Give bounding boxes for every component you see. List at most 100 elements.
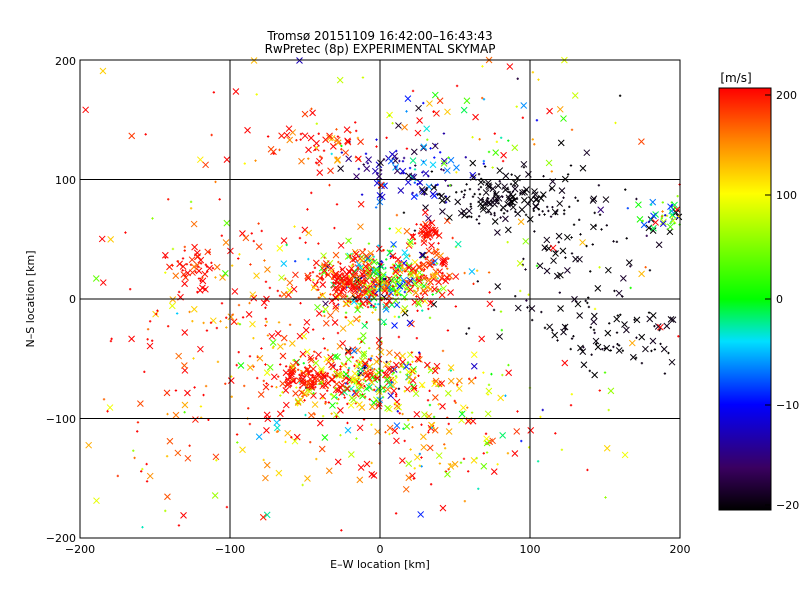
data-point-plus — [499, 310, 503, 313]
data-point-x — [175, 352, 183, 360]
data-point-plus — [399, 370, 402, 374]
data-point-x — [393, 287, 401, 295]
data-point-x — [309, 109, 316, 117]
data-point-x — [440, 160, 448, 167]
data-point-x — [464, 417, 472, 425]
data-point-x — [386, 349, 393, 357]
data-point-x — [655, 241, 663, 249]
data-point-x — [219, 274, 226, 281]
data-point-plus — [128, 287, 132, 291]
data-point-plus — [486, 393, 490, 396]
data-point-plus — [358, 363, 361, 366]
data-point-plus — [395, 213, 399, 217]
data-point-plus — [340, 529, 343, 532]
data-point-x — [106, 404, 114, 411]
data-point-plus — [373, 388, 376, 392]
data-point-x — [633, 316, 641, 324]
data-point-plus — [354, 389, 358, 392]
data-point-plus — [490, 372, 493, 376]
data-point-plus — [372, 289, 375, 292]
data-point-plus — [334, 282, 338, 286]
data-point-plus — [506, 209, 509, 213]
data-point-x — [654, 323, 662, 330]
data-point-plus — [314, 380, 318, 384]
data-point-x — [388, 150, 396, 158]
data-point-x — [604, 329, 612, 337]
data-point-x — [386, 424, 394, 432]
data-point-plus — [374, 306, 378, 309]
data-point-x — [301, 226, 309, 234]
data-point-plus — [336, 331, 340, 335]
data-point-x — [431, 192, 438, 200]
data-point-plus — [394, 402, 397, 405]
data-point-plus — [499, 136, 503, 139]
data-point-x — [357, 464, 365, 471]
data-point-plus — [249, 263, 252, 266]
data-point-plus — [471, 135, 474, 139]
data-point-plus — [337, 260, 340, 264]
data-point-x — [432, 377, 440, 385]
data-point-plus — [661, 210, 664, 213]
data-point-plus — [570, 236, 573, 239]
data-point-x — [407, 286, 414, 293]
data-point-x — [387, 381, 394, 389]
data-point-x — [344, 426, 352, 434]
data-point-plus — [315, 122, 318, 125]
data-point-plus — [317, 288, 320, 291]
data-point-plus — [469, 202, 472, 206]
data-point-plus — [344, 316, 348, 319]
data-point-x — [460, 404, 467, 412]
data-point-x — [420, 236, 428, 243]
data-point-x — [223, 219, 231, 227]
data-point-x — [550, 257, 557, 265]
data-point-x — [82, 106, 89, 114]
data-point-plus — [431, 226, 435, 229]
data-point-plus — [350, 264, 354, 268]
data-point-plus — [650, 349, 653, 353]
data-point-plus — [477, 172, 481, 176]
data-point-plus — [383, 273, 387, 276]
data-point-x — [309, 365, 317, 373]
data-point-plus — [482, 98, 486, 101]
data-point-plus — [415, 278, 418, 282]
data-point-plus — [578, 218, 581, 222]
data-point-x — [291, 437, 299, 445]
data-point-plus — [426, 138, 429, 141]
data-point-x — [400, 307, 407, 314]
data-point-plus — [247, 407, 250, 410]
data-point-plus — [293, 260, 297, 263]
data-point-x — [197, 256, 205, 264]
data-point-plus — [394, 357, 397, 360]
data-point-plus — [110, 337, 113, 341]
data-point-plus — [204, 287, 207, 291]
data-point-x — [347, 401, 355, 409]
data-point-x — [367, 250, 375, 257]
data-point-plus — [570, 337, 574, 340]
data-point-x — [479, 206, 487, 213]
data-point-plus — [562, 196, 565, 199]
data-point-x — [360, 352, 368, 360]
data-point-x — [328, 376, 336, 384]
data-point-x — [394, 167, 401, 175]
data-point-x — [358, 337, 366, 345]
data-point-plus — [397, 315, 401, 319]
data-point-plus — [475, 218, 478, 221]
data-point-plus — [595, 342, 598, 345]
colorbar-tick-label: 200 — [776, 89, 797, 102]
data-point-plus — [432, 379, 436, 382]
data-point-x — [482, 199, 489, 207]
data-point-plus — [356, 267, 360, 271]
data-point-plus — [555, 209, 559, 213]
data-point-x — [409, 265, 417, 273]
data-point-x — [377, 181, 385, 189]
data-point-plus — [437, 242, 440, 245]
data-point-plus — [626, 206, 630, 210]
data-point-x — [204, 248, 212, 256]
data-point-x — [339, 325, 347, 332]
data-point-plus — [312, 278, 315, 282]
data-point-plus — [416, 275, 419, 279]
data-point-x — [511, 185, 519, 193]
data-point-plus — [467, 327, 471, 330]
data-point-x — [521, 188, 528, 196]
data-point-x — [431, 285, 438, 293]
